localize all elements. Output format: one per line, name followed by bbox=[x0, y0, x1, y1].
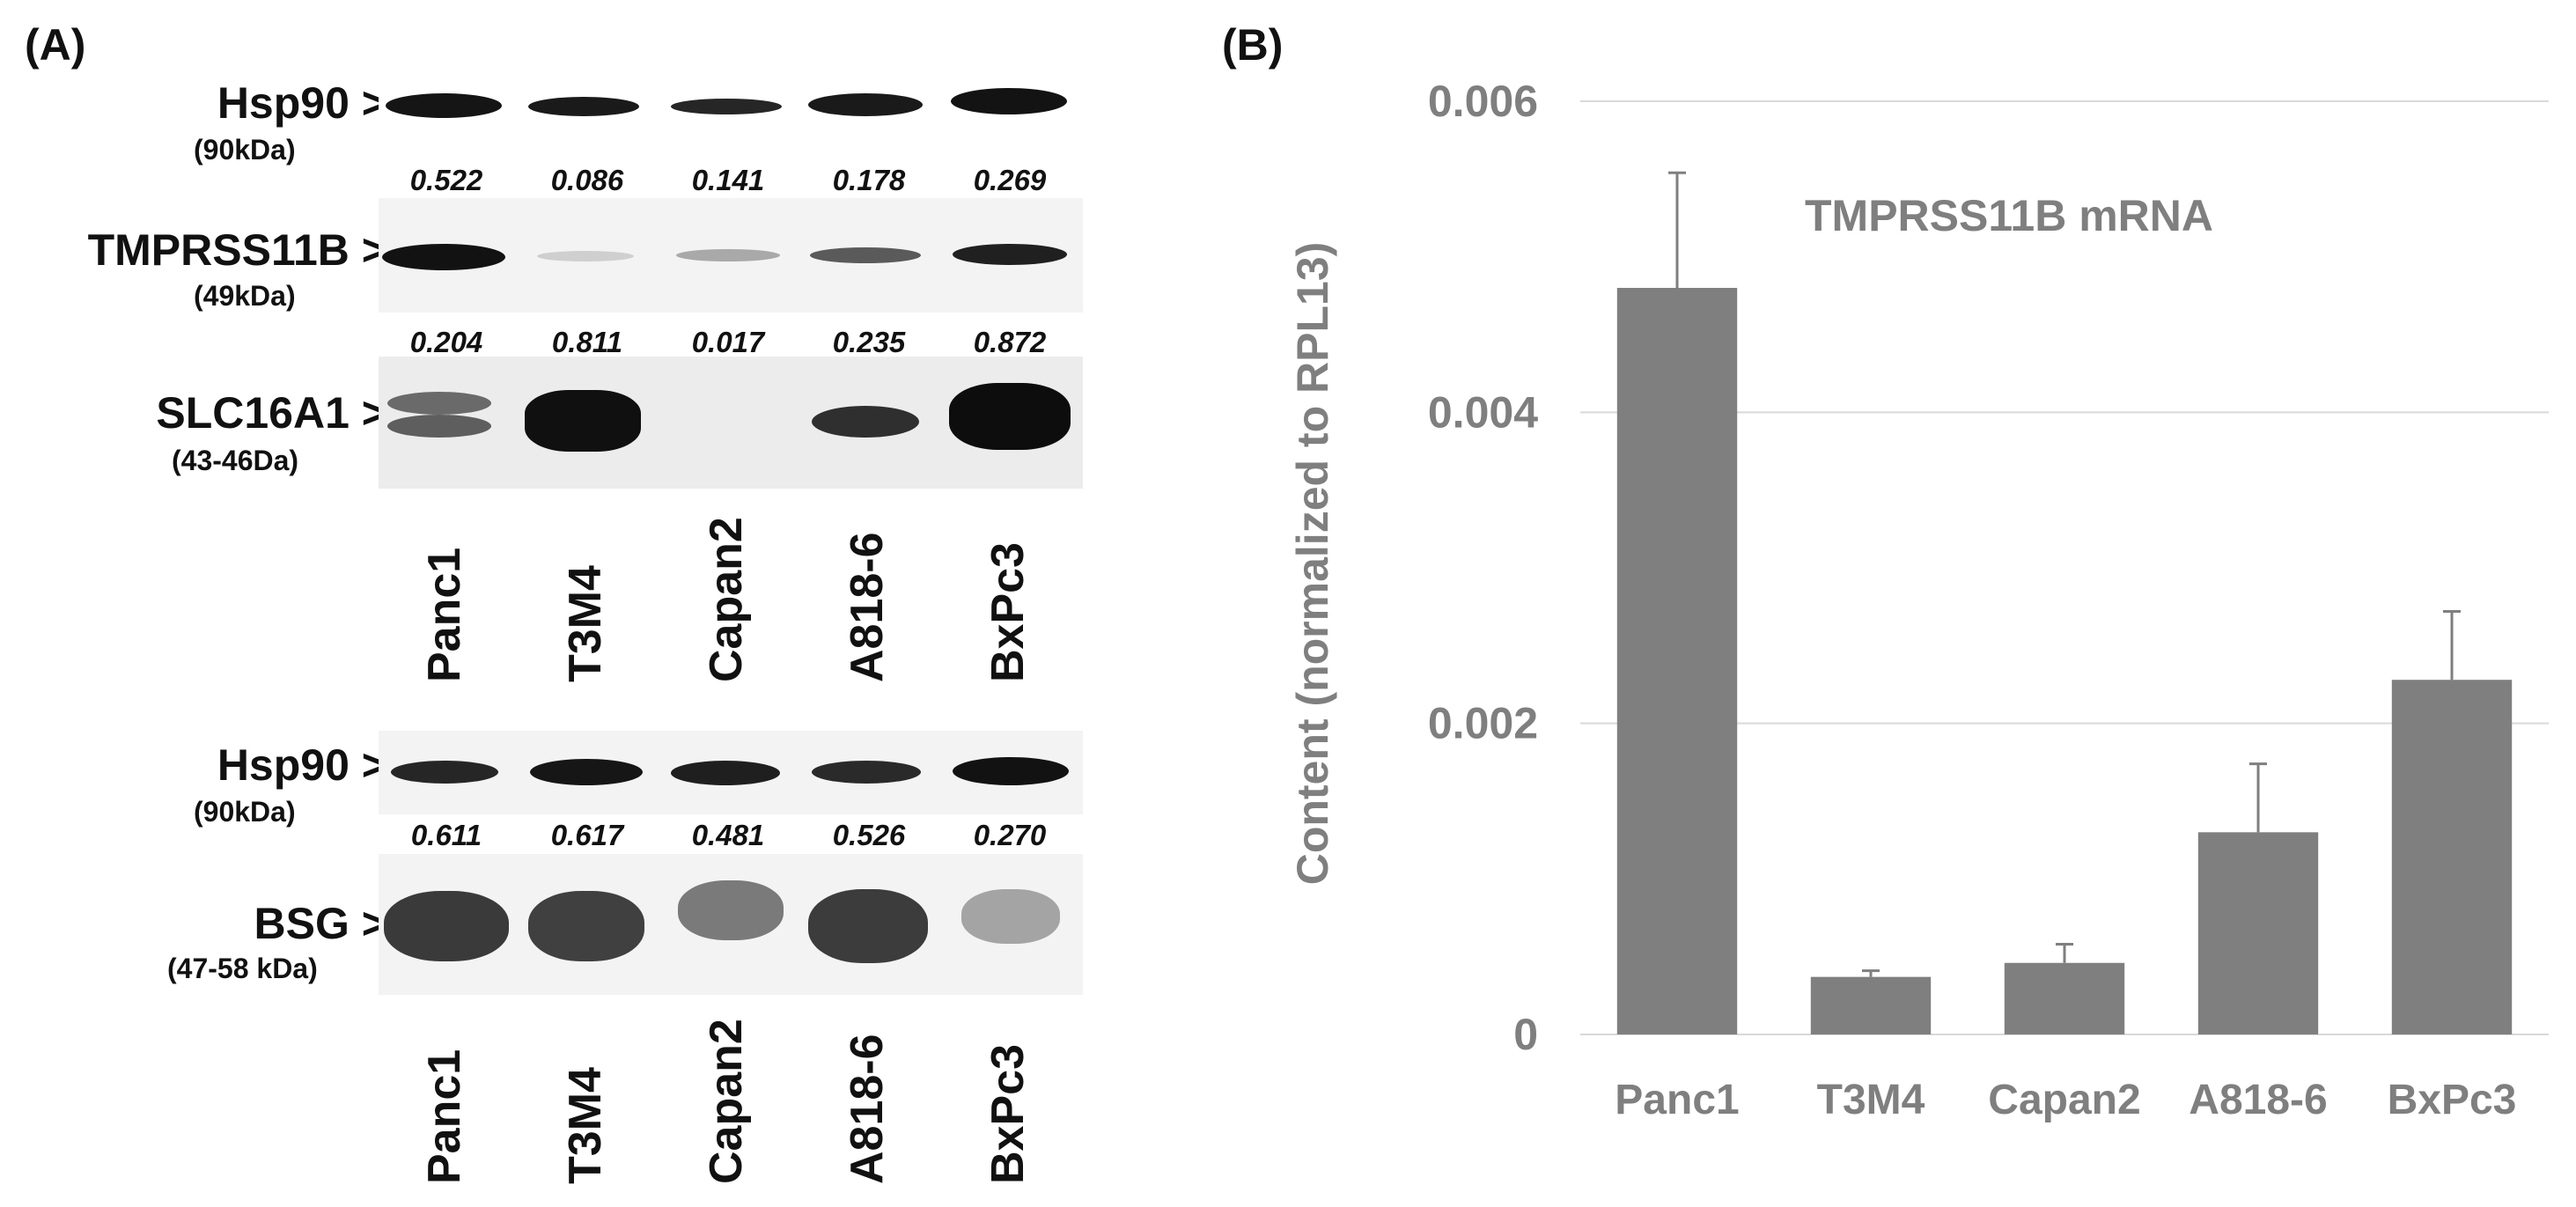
slc16a1-gel bbox=[379, 357, 1083, 489]
hsp90-size-bottom: (90kDa) bbox=[194, 796, 296, 828]
tmprss11b-quant-1: 0.522 bbox=[409, 164, 483, 196]
tmprss11b-quant-2: 0.086 bbox=[550, 164, 624, 196]
bsg-quant-5: 0.270 bbox=[973, 819, 1047, 851]
band bbox=[386, 93, 502, 118]
band bbox=[391, 761, 498, 784]
slc16a1-quant-5: 0.872 bbox=[973, 326, 1047, 358]
y-tick-label: 0.006 bbox=[1428, 77, 1538, 126]
bsg-size: (47-58 kDa) bbox=[167, 953, 318, 984]
hsp90-gel-bottom bbox=[379, 731, 1083, 814]
slc16a1-quant-4: 0.235 bbox=[832, 326, 906, 358]
band bbox=[678, 880, 784, 940]
hsp90-label-bottom: Hsp90 > bbox=[217, 740, 387, 790]
band bbox=[671, 761, 780, 785]
band bbox=[537, 251, 634, 261]
bsg-quant-2: 0.617 bbox=[550, 819, 624, 851]
band bbox=[961, 889, 1060, 944]
slc16a1-quant-2: 0.811 bbox=[551, 326, 623, 358]
bsg-quant-1: 0.611 bbox=[410, 819, 482, 851]
band bbox=[951, 88, 1067, 114]
x-tick-label: BxPc3 bbox=[2388, 1077, 2517, 1123]
slc16a1-quant-1: 0.204 bbox=[409, 326, 483, 358]
tmprss11b-gel bbox=[379, 198, 1083, 313]
band bbox=[528, 891, 644, 961]
y-tick-label: 0.002 bbox=[1428, 699, 1538, 748]
band bbox=[812, 761, 921, 784]
x-tick-label: Capan2 bbox=[1988, 1077, 2140, 1123]
panel-a-label: (A) bbox=[25, 20, 86, 70]
bar-panc1 bbox=[1616, 288, 1738, 1034]
slc16a1-size: (43-46Da) bbox=[172, 445, 299, 476]
band bbox=[387, 415, 491, 438]
band bbox=[671, 99, 782, 114]
tmprss11b-size: (49kDa) bbox=[194, 280, 296, 312]
tmprss11b-quant-3: 0.141 bbox=[691, 164, 765, 196]
band bbox=[808, 93, 923, 116]
y-axis-label: Content (normalized to RPL13) bbox=[1288, 242, 1337, 886]
band bbox=[949, 383, 1071, 450]
band bbox=[953, 757, 1069, 785]
x-tick-label: T3M4 bbox=[1817, 1077, 1925, 1123]
band bbox=[387, 392, 491, 415]
y-tick-label: 0.004 bbox=[1428, 387, 1538, 437]
band bbox=[953, 244, 1067, 265]
bsg-gel bbox=[379, 854, 1083, 995]
tmprss11b-quant-4: 0.178 bbox=[832, 164, 906, 196]
bsg-quant-4: 0.526 bbox=[832, 819, 906, 851]
bsg-quant-3: 0.481 bbox=[691, 819, 765, 851]
bar-a818-6 bbox=[2197, 832, 2319, 1034]
band bbox=[810, 247, 921, 263]
band bbox=[530, 759, 643, 785]
panel-b-label: (B) bbox=[1222, 20, 1284, 70]
tmprss11b-label: TMPRSS11B > bbox=[87, 225, 387, 275]
bar-t3m4 bbox=[1810, 976, 1932, 1034]
bsg-label: BSG > bbox=[254, 899, 387, 948]
tmprss11b-quant-5: 0.269 bbox=[973, 164, 1047, 196]
slc16a1-quant-3: 0.017 bbox=[691, 326, 765, 358]
hsp90-label-top: Hsp90 > bbox=[217, 78, 387, 128]
band bbox=[676, 249, 780, 261]
band bbox=[528, 97, 639, 116]
hsp90-gel-top bbox=[379, 72, 1083, 136]
y-tick-label: 0 bbox=[1513, 1010, 1538, 1059]
hsp90-size-top: (90kDa) bbox=[194, 134, 296, 166]
band bbox=[382, 244, 505, 270]
chart-title: TMPRSS11B mRNA bbox=[1805, 191, 2213, 240]
bar-bxpc3 bbox=[2391, 680, 2513, 1034]
band bbox=[525, 390, 641, 452]
x-tick-label: A818-6 bbox=[2189, 1077, 2327, 1123]
band bbox=[812, 406, 919, 438]
slc16a1-label: SLC16A1 > bbox=[156, 388, 387, 438]
bar-capan2 bbox=[2004, 962, 2125, 1034]
band bbox=[808, 889, 928, 963]
band bbox=[384, 891, 509, 961]
x-tick-label: Panc1 bbox=[1615, 1077, 1739, 1123]
